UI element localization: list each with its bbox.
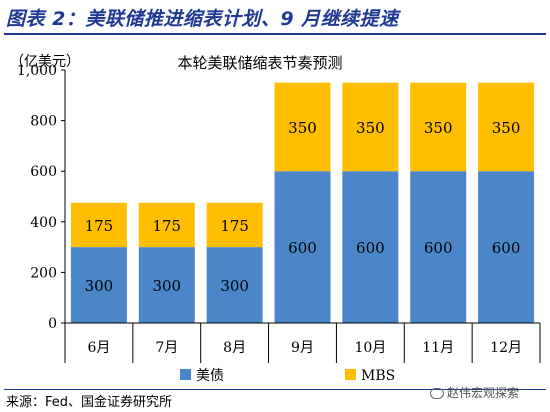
data-label-treasury: 600 (424, 239, 453, 257)
x-tick-label: 12月 (490, 340, 522, 356)
legend: 美债 MBS (180, 368, 395, 384)
bar-mbs (342, 82, 399, 172)
chart: 本轮美联储缩表节奏预测 （亿美元） 0 200 400 600 800 1,000 300… (10, 54, 541, 384)
data-label-mbs: 175 (220, 217, 249, 235)
bar-treasury (342, 171, 399, 323)
bar-mbs (70, 202, 127, 248)
y-axis-ticks: 0 200 400 600 800 1,000 (17, 63, 65, 332)
data-label-treasury: 300 (85, 277, 114, 295)
data-label-mbs: 175 (85, 217, 114, 235)
figure-title: 图表 2：美联储推进缩表计划、9 月继续提速 (6, 8, 399, 30)
y-tick-label: 600 (30, 164, 57, 180)
bar-treasury (410, 171, 467, 323)
y-axis-label: （亿美元） (10, 54, 80, 70)
x-tick-label: 6月 (87, 340, 110, 356)
legend-label: 美债 (196, 368, 224, 384)
y-tick-label: 0 (48, 316, 57, 332)
chart-title: 本轮美联储缩表节奏预测 (177, 54, 342, 72)
bar-treasury (206, 247, 263, 323)
watermark: 赵伟宏观探索 (430, 384, 519, 401)
y-tick-label: 400 (30, 215, 57, 231)
x-tick-label: 8月 (223, 340, 246, 356)
bar-mbs (138, 202, 195, 248)
data-label-treasury: 600 (288, 239, 317, 257)
source-note: 来源：Fed、国金证券研究所 (6, 395, 173, 410)
bar-mbs (206, 202, 263, 248)
bar-mbs (478, 82, 535, 172)
watermark-text: 赵伟宏观探索 (447, 386, 520, 400)
data-label-mbs: 350 (424, 119, 453, 137)
bar-treasury (70, 247, 127, 323)
data-label-mbs: 350 (356, 119, 385, 137)
legend-label: MBS (361, 368, 395, 384)
legend-swatch (345, 369, 356, 380)
source-divider (4, 389, 546, 390)
data-label-treasury: 600 (492, 239, 521, 257)
axes (64, 70, 540, 324)
wechat-icon (430, 388, 444, 399)
x-tick-label: 11月 (422, 340, 454, 356)
data-label-treasury: 600 (356, 239, 385, 257)
bar-mbs (410, 82, 467, 172)
bar-treasury (138, 247, 195, 323)
bar-treasury (274, 171, 331, 323)
x-tick-label: 7月 (155, 340, 178, 356)
data-label-treasury: 300 (152, 277, 181, 295)
data-label-mbs: 175 (152, 217, 181, 235)
legend-swatch (180, 369, 191, 380)
y-tick-label: 800 (30, 114, 57, 130)
y-tick-label: 200 (30, 265, 57, 281)
bar-mbs (274, 82, 331, 172)
title-divider (4, 33, 546, 35)
y-tick-label: 1,000 (17, 63, 57, 79)
data-label-treasury: 300 (220, 277, 249, 295)
data-label-mbs: 350 (288, 119, 317, 137)
x-tick-label: 10月 (354, 340, 386, 356)
bars: 300 175 300 175 300 175 600 350 600 350 600 350 600 3… (70, 82, 535, 323)
data-label-mbs: 350 (492, 119, 521, 137)
x-axis-ticks: 6月 7月 8月 9月 10月 11月 12月 (64, 323, 541, 363)
bar-treasury (478, 171, 535, 323)
x-tick-label: 9月 (291, 340, 314, 356)
